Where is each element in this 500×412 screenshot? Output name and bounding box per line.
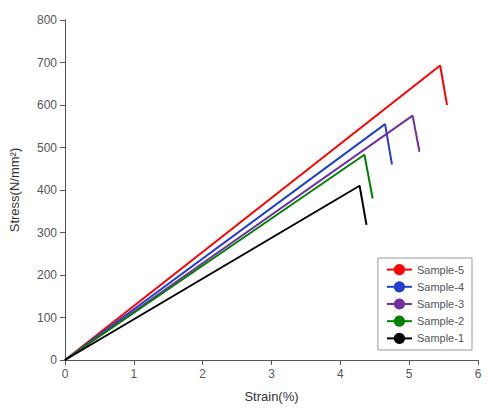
svg-text:1: 1 — [130, 367, 137, 381]
svg-text:600: 600 — [37, 98, 57, 112]
svg-text:0: 0 — [50, 353, 57, 367]
svg-text:2: 2 — [199, 367, 206, 381]
svg-text:100: 100 — [37, 311, 57, 325]
svg-text:Stress(N/mm²): Stress(N/mm²) — [7, 148, 22, 233]
svg-text:Sample-2: Sample-2 — [417, 315, 464, 327]
svg-text:Sample-4: Sample-4 — [417, 281, 464, 293]
svg-text:Sample-1: Sample-1 — [417, 332, 464, 344]
svg-text:800: 800 — [37, 13, 57, 27]
svg-text:300: 300 — [37, 226, 57, 240]
svg-text:0: 0 — [62, 367, 69, 381]
svg-text:3: 3 — [268, 367, 275, 381]
svg-text:500: 500 — [37, 141, 57, 155]
svg-text:Sample-5: Sample-5 — [417, 264, 464, 276]
svg-text:5: 5 — [406, 367, 413, 381]
svg-text:700: 700 — [37, 56, 57, 70]
svg-text:6: 6 — [475, 367, 482, 381]
svg-text:Sample-3: Sample-3 — [417, 298, 464, 310]
svg-text:400: 400 — [37, 183, 57, 197]
svg-text:200: 200 — [37, 268, 57, 282]
svg-text:Strain(%): Strain(%) — [244, 389, 298, 404]
svg-text:4: 4 — [337, 367, 344, 381]
